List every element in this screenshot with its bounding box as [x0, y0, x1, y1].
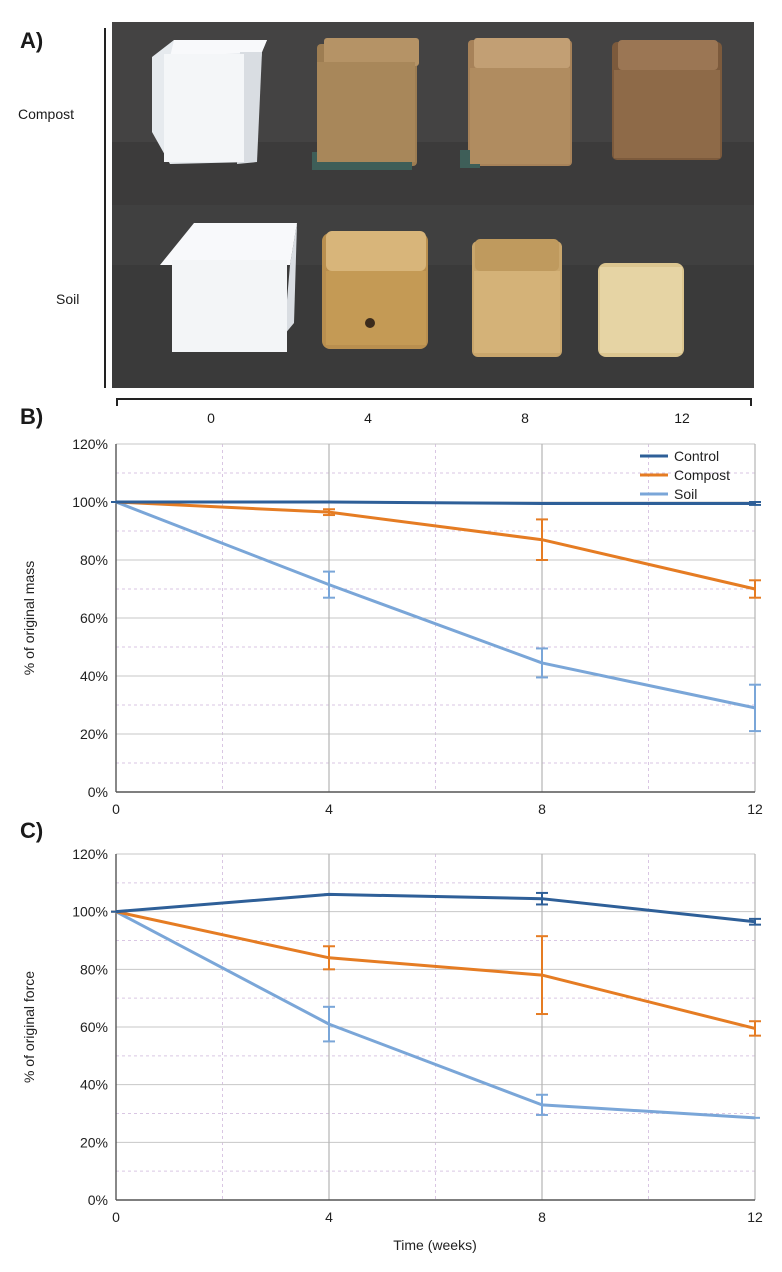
- compost-series-line: [115, 910, 756, 1030]
- force-chart: 0% 20% 40% 60% 80% 100% 120% 0 4 8 12 % of original…: [21, 846, 763, 1253]
- compost-cube-week-12: [612, 40, 722, 160]
- y-tick-label: 60%: [80, 1019, 108, 1035]
- soil-row-label: Soil: [56, 291, 80, 307]
- soil-photo: [112, 205, 754, 388]
- soil-cube-week-8: [472, 239, 562, 357]
- y-tick-label: 40%: [80, 1077, 108, 1093]
- legend-label-compost: Compost: [674, 467, 730, 483]
- x-tick-label: 12: [747, 1209, 763, 1225]
- x-tick-label: 4: [325, 1209, 333, 1225]
- photo-axis-label-4: 4: [364, 410, 372, 426]
- compost-row-label: Compost: [18, 106, 75, 122]
- photo-axis-label-8: 8: [521, 410, 529, 426]
- legend-label-control: Control: [674, 448, 719, 464]
- y-tick-label: 60%: [80, 610, 108, 626]
- y-tick-label: 40%: [80, 668, 108, 684]
- panel-b-letter: B): [20, 404, 44, 429]
- control-series-line: [115, 892, 756, 924]
- x-tick-label: 12: [747, 801, 763, 817]
- soil-series-line: [115, 910, 756, 1120]
- y-tick-label: 120%: [72, 436, 108, 452]
- x-tick-label: 0: [112, 1209, 120, 1225]
- x-tick-label: 8: [538, 801, 546, 817]
- legend-label-soil: Soil: [674, 486, 697, 502]
- compost-series-line: [115, 500, 756, 591]
- y-axis-label: % of original force: [21, 971, 37, 1083]
- photo-axis-tick: [116, 398, 118, 406]
- soil-cube-week-12: [598, 263, 684, 357]
- mass-chart: 0% 20% 40% 60% 80% 100% 120% 0 4 8 12 % of original…: [21, 436, 763, 817]
- photo-row-bracket: [104, 28, 106, 388]
- compost-cube-week-0: [152, 40, 267, 164]
- compost-cube-week-4: [312, 38, 419, 170]
- compost-cube-week-8: [460, 38, 572, 168]
- photo-time-axis: [116, 398, 752, 400]
- soil-cube-week-0: [160, 223, 297, 352]
- x-tick-label: 8: [538, 1209, 546, 1225]
- x-axis-label: Time (weeks): [393, 1237, 477, 1253]
- x-tick-label: 4: [325, 801, 333, 817]
- soil-series-line: [115, 500, 756, 710]
- y-tick-label: 20%: [80, 726, 108, 742]
- y-tick-label: 80%: [80, 552, 108, 568]
- y-tick-label: 0%: [88, 1192, 108, 1208]
- photo-axis-label-0: 0: [207, 410, 215, 426]
- photo-axis-label-12: 12: [674, 410, 690, 426]
- y-tick-label: 100%: [72, 904, 108, 920]
- x-tick-label: 0: [112, 801, 120, 817]
- y-tick-label: 0%: [88, 784, 108, 800]
- y-axis-label: % of original mass: [21, 561, 37, 675]
- y-tick-label: 100%: [72, 494, 108, 510]
- compost-photo: [112, 22, 754, 205]
- y-tick-label: 80%: [80, 961, 108, 977]
- y-tick-label: 120%: [72, 846, 108, 862]
- panel-c-letter: C): [20, 818, 44, 843]
- panel-a-letter: A): [20, 28, 44, 53]
- soil-cube-week-4: [322, 231, 428, 349]
- control-series-line: [116, 500, 755, 505]
- photo-axis-tick: [750, 398, 752, 406]
- y-tick-label: 20%: [80, 1134, 108, 1150]
